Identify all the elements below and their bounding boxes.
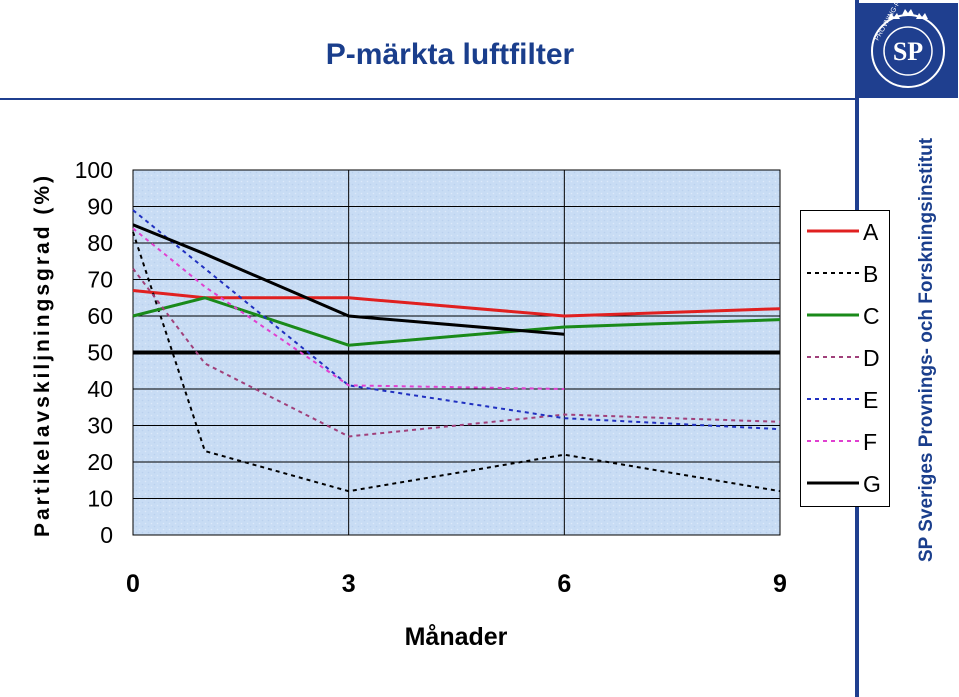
y-tick-label: 70	[87, 267, 113, 293]
y-tick-label: 100	[75, 157, 113, 183]
legend-label-f: F	[863, 429, 877, 455]
y-tick-label: 90	[87, 194, 113, 220]
legend-label-c: C	[863, 303, 880, 329]
sp-logo: SP PROVNING·FORSKNING	[858, 0, 958, 98]
x-tick-label: 6	[557, 570, 571, 598]
y-tick-label: 80	[87, 230, 113, 256]
legend-label-a: A	[863, 219, 879, 245]
y-tick-label: 10	[87, 486, 113, 512]
y-tick-labels: 0 10 20 30 40 50 60 70 80 90 100	[75, 157, 113, 548]
y-tick-label: 60	[87, 303, 113, 329]
legend-label-b: B	[863, 261, 878, 287]
header-rule	[0, 98, 858, 100]
series-line-f	[132, 227, 565, 390]
logo-text: SP	[893, 37, 923, 66]
series-line-c	[132, 296, 781, 347]
series-line-b	[132, 231, 781, 493]
x-tick-label: 9	[773, 570, 787, 598]
x-tick-label: 0	[126, 570, 140, 598]
crowns-icon	[888, 9, 928, 19]
series-line-d	[132, 267, 781, 438]
y-tick-label: 20	[87, 449, 113, 475]
legend-label-g: G	[863, 471, 881, 497]
series-layer	[132, 209, 781, 493]
x-tick-labels: 0 3 6 9	[126, 570, 787, 598]
legend-label-d: D	[863, 345, 880, 371]
series-line-a	[132, 288, 781, 318]
sp-logo-mark: SP PROVNING·FORSKNING	[871, 0, 945, 88]
legend-label-e: E	[863, 387, 878, 413]
y-tick-label: 30	[87, 413, 113, 439]
series-line-g	[132, 223, 565, 336]
series-line-e	[132, 209, 781, 431]
x-tick-label: 3	[342, 570, 356, 598]
x-axis-label: Månader	[405, 623, 508, 651]
y-tick-label: 40	[87, 376, 113, 402]
chart-title: P-märkta luftfilter	[325, 38, 575, 71]
y-tick-label: 50	[87, 340, 113, 366]
y-tick-label: 0	[100, 522, 113, 548]
